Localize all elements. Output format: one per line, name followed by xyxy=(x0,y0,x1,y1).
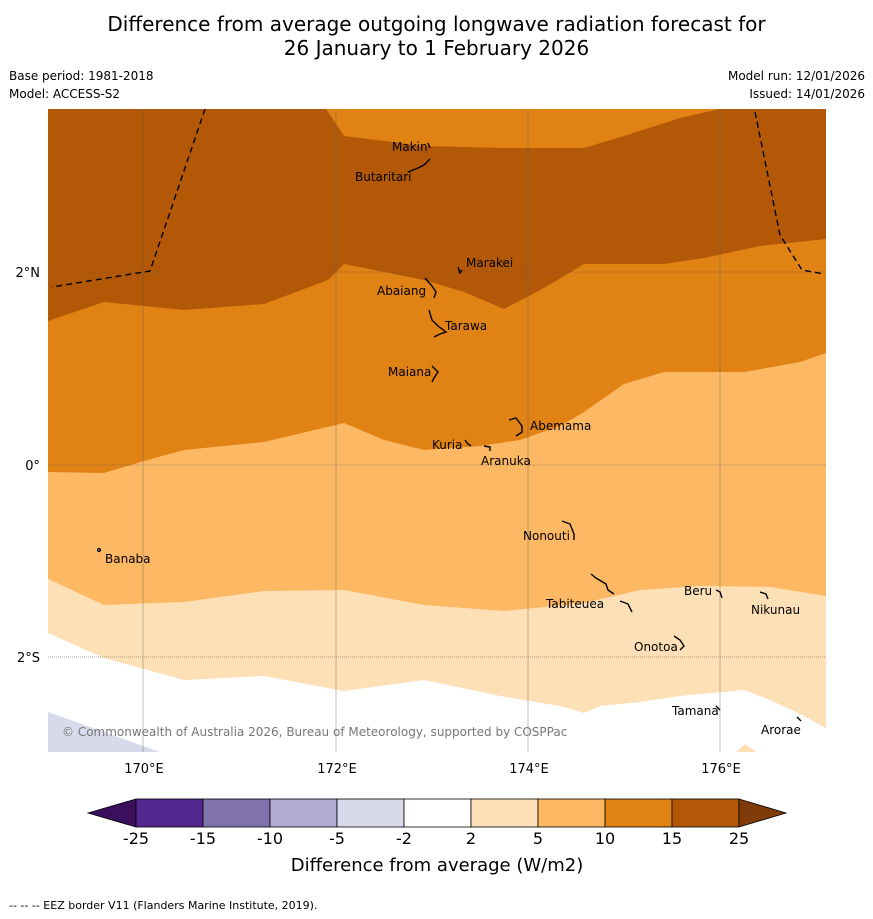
band-15-25 xyxy=(48,109,826,321)
copyright-notice: © Commonwealth of Australia 2026, Bureau… xyxy=(62,725,567,739)
colorbar-tick: -15 xyxy=(190,829,216,848)
colorbar-tick: -10 xyxy=(257,829,283,848)
colorbar-tick: 2 xyxy=(466,829,476,848)
title-line-2: 26 January to 1 February 2026 xyxy=(283,36,590,60)
lon-axis-labels: 170°E 172°E 174°E 176°E xyxy=(124,762,741,777)
grid-lines xyxy=(142,109,721,752)
place-tarawa: Tarawa xyxy=(444,319,487,333)
map-title: Difference from average outgoing longwav… xyxy=(0,12,873,60)
place-marakei: Marakei xyxy=(466,256,513,270)
colorbar-segment-8 xyxy=(604,798,673,828)
island-butaritari xyxy=(407,158,431,173)
lon-label-172e: 172°E xyxy=(317,762,357,777)
lat-label-0: 0° xyxy=(25,459,40,474)
island-nonouti xyxy=(561,520,575,540)
lat-label-2n: 2°N xyxy=(16,266,41,281)
colorbar-tick: 25 xyxy=(729,829,749,848)
meta-left: Base period: 1981-2018 Model: ACCESS-S2 xyxy=(9,67,154,103)
place-banaba: Banaba xyxy=(105,552,151,566)
place-kuria: Kuria xyxy=(432,438,463,452)
lon-label-174e: 174°E xyxy=(509,762,549,777)
place-onotoa: Onotoa xyxy=(634,640,678,654)
place-aranuka: Aranuka xyxy=(481,454,531,468)
colorbar-extend-min xyxy=(86,798,137,828)
island-tarawa xyxy=(428,309,448,338)
title-line-1: Difference from average outgoing longwav… xyxy=(107,12,766,36)
colorbar-tick: 5 xyxy=(533,829,543,848)
band-minus5-minus2 xyxy=(48,712,160,752)
model-name: Model: ACCESS-S2 xyxy=(9,87,121,101)
island-makin xyxy=(427,142,431,149)
island-maiana xyxy=(431,365,439,383)
colorbar-segment-2 xyxy=(202,798,271,828)
island-abaiang xyxy=(424,277,437,299)
lat-axis-labels: 2°N 0° 2°S xyxy=(16,266,41,666)
colorbar-segment-7 xyxy=(537,798,606,828)
place-tamana: Tamana xyxy=(671,704,719,718)
colorbar-tick: 15 xyxy=(662,829,682,848)
island-outlines xyxy=(96,142,802,722)
eez-border xyxy=(51,109,825,288)
lon-label-170e: 170°E xyxy=(124,762,164,777)
place-labels: Makin Butaritari Marakei Abaiang Tarawa … xyxy=(105,140,801,737)
place-makin: Makin xyxy=(392,140,428,154)
band-2-5-patch xyxy=(736,744,756,752)
colorbar-segment-9 xyxy=(671,798,740,828)
island-arorae xyxy=(796,716,802,722)
place-tabiteuea: Tabiteuea xyxy=(545,597,604,611)
eez-footnote: -- -- -- EEZ border V11 (Flanders Marine… xyxy=(9,899,318,912)
island-banaba xyxy=(96,547,102,553)
island-kuria xyxy=(464,439,472,447)
colorbar-segment-1 xyxy=(135,798,204,828)
colorbar-tick: -25 xyxy=(123,829,149,848)
place-abemama: Abemama xyxy=(530,419,591,433)
place-butaritari: Butaritari xyxy=(355,170,412,184)
lat-grid xyxy=(48,271,826,658)
place-nikunau: Nikunau xyxy=(751,603,800,617)
island-tamana xyxy=(715,705,721,711)
island-abemama xyxy=(508,417,523,437)
place-abaiang: Abaiang xyxy=(377,284,426,298)
island-onotoa xyxy=(673,635,685,651)
colorbar-segment-4 xyxy=(336,798,405,828)
colorbar-tick: -5 xyxy=(329,829,345,848)
place-maiana: Maiana xyxy=(388,365,431,379)
island-beru xyxy=(715,589,723,599)
island-nikunau xyxy=(759,591,769,600)
colorbar-label: Difference from average (W/m2) xyxy=(291,855,583,876)
colorbar-tick: -2 xyxy=(396,829,412,848)
colorbar-segment-3 xyxy=(269,798,338,828)
place-arorae: Arorae xyxy=(761,723,801,737)
island-aranuka xyxy=(483,445,491,451)
island-marakei xyxy=(457,266,463,275)
meta-right: Model run: 12/01/2026 Issued: 14/01/2026 xyxy=(728,67,865,103)
colorbar-tick: 10 xyxy=(595,829,615,848)
colorbar-segment-6 xyxy=(470,798,539,828)
lat-label-2s: 2°S xyxy=(17,651,40,666)
map-area: Makin Butaritari Marakei Abaiang Tarawa … xyxy=(48,109,826,752)
colorbar-extend-max xyxy=(738,798,788,828)
place-nonouti: Nonouti xyxy=(523,529,570,543)
place-beru: Beru xyxy=(684,584,712,598)
island-tabiteuea-n xyxy=(590,573,615,595)
issued-date: Issued: 14/01/2026 xyxy=(749,87,865,101)
colorbar-segment-5 xyxy=(403,798,472,828)
colorbar: -25 -15 -10 -5 -2 2 5 10 15 25 Differenc… xyxy=(86,798,788,876)
model-run: Model run: 12/01/2026 xyxy=(727,69,865,83)
base-period: Base period: 1981-2018 xyxy=(9,69,154,83)
lon-label-176e: 176°E xyxy=(701,762,741,777)
island-tabiteuea-s xyxy=(619,600,633,613)
